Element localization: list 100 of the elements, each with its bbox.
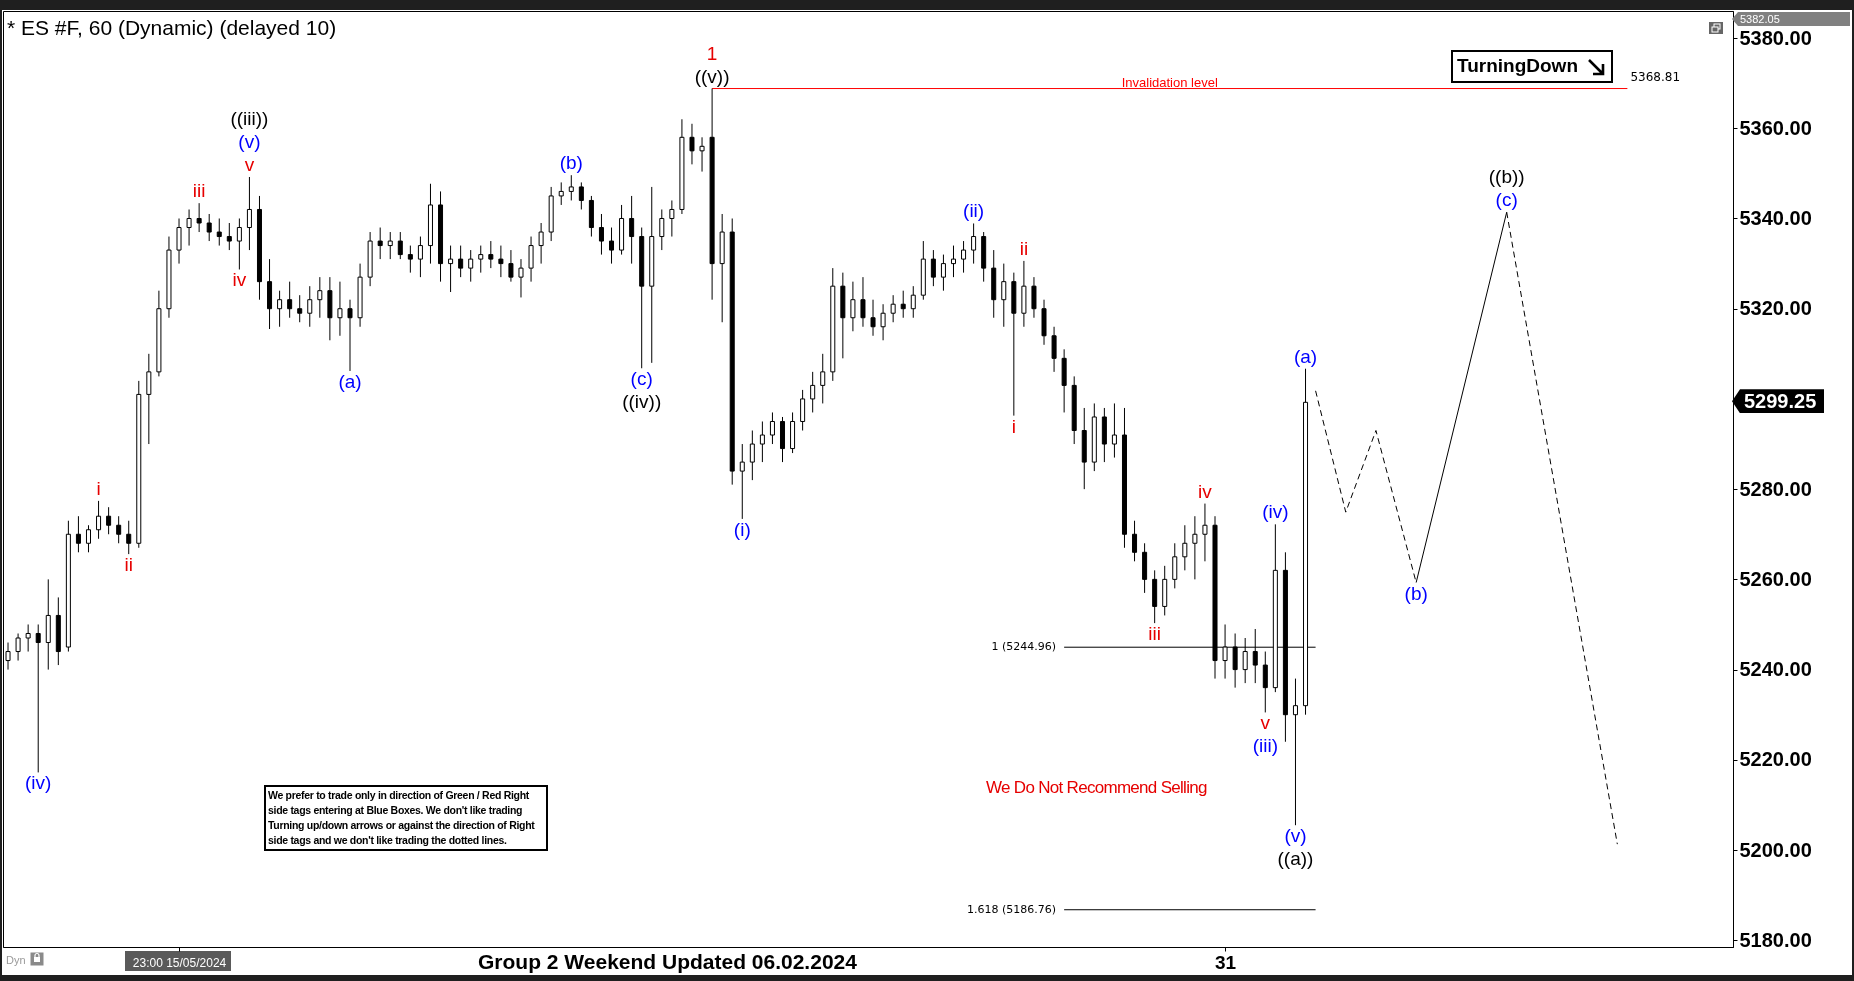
candlestick [478, 245, 484, 274]
candlestick [186, 208, 192, 247]
annotation: (v) [238, 131, 261, 152]
candlestick [448, 245, 454, 293]
candlestick [558, 181, 564, 206]
annotation: iii [192, 180, 206, 202]
candlestick [1192, 515, 1198, 580]
candlestick [971, 222, 977, 265]
candlestick [961, 240, 967, 274]
candlestick [659, 208, 665, 251]
candlestick [468, 249, 474, 283]
annotation: v [1260, 712, 1271, 734]
candlestick [820, 353, 826, 404]
candlestick [629, 195, 635, 265]
annotation: (v) [1284, 825, 1307, 847]
annotation: ((iii)) [230, 108, 269, 129]
data-label: 5368.81 [1630, 69, 1681, 84]
candlestick [25, 623, 31, 653]
annotation: We Do Not Recommend Selling [986, 778, 1207, 798]
chart-title: * ES #F, 60 (Dynamic) (delayed 10) [7, 16, 337, 40]
candlestick [1031, 276, 1037, 319]
candlestick [538, 222, 544, 265]
text: 5382.05 [1740, 12, 1780, 26]
candlestick [860, 276, 866, 328]
candlestick [1132, 520, 1138, 562]
candlestick [1202, 503, 1208, 562]
candlestick [609, 227, 615, 265]
y-tick-label: 5380.00 [1739, 26, 1812, 49]
x-tick-label: 23:00 15/05/2024 [132, 955, 227, 970]
candlestick [950, 245, 957, 278]
y-tick-label: 5220.00 [1739, 748, 1812, 771]
candlestick [75, 515, 81, 553]
y-tick-label: 5180.00 [1739, 928, 1812, 951]
annotation: (c) [1495, 189, 1518, 211]
candlestick [578, 181, 584, 210]
annotation: (iv) [1262, 501, 1289, 523]
candlestick [1111, 402, 1117, 459]
annotation: TurningDown [1457, 55, 1579, 77]
annotation: ii [124, 554, 133, 576]
candlestick [739, 443, 745, 520]
annotation: (c) [630, 368, 653, 390]
y-tick-label: 5260.00 [1739, 567, 1812, 590]
candlestick [307, 285, 313, 328]
candlestick [749, 430, 755, 481]
candlestick [417, 236, 423, 278]
candlestick [528, 236, 534, 283]
candlestick [196, 202, 202, 233]
candlestick [35, 623, 41, 773]
candlestick [96, 500, 102, 540]
annotation: ((a)) [1277, 848, 1314, 870]
candlestick [1292, 678, 1298, 826]
annotation: (b) [559, 152, 583, 174]
y-tick-label: 5240.00 [1739, 658, 1812, 681]
annotation: iv [1198, 480, 1213, 502]
annotation: iii [1148, 623, 1161, 645]
candlestick [226, 222, 232, 251]
candlestick [598, 213, 604, 256]
candlestick [206, 213, 212, 242]
candlestick [407, 245, 413, 274]
annotation: i [1011, 415, 1016, 437]
candlestick [1262, 651, 1268, 713]
series-label: 1 (5244.96) [991, 640, 1057, 654]
candlestick [1182, 524, 1188, 571]
candlestick [377, 227, 383, 260]
series-label: Invalidation level [1121, 74, 1218, 90]
y-tick-label: 5280.00 [1739, 477, 1812, 500]
annotation: (b) [1404, 582, 1428, 604]
x-tick-label: 31 [1214, 951, 1237, 973]
candlestick [246, 176, 252, 251]
candlestick [518, 258, 524, 298]
candlestick [85, 524, 92, 553]
annotation: ((b)) [1488, 166, 1525, 188]
text: 5299.25 [1732, 389, 1825, 414]
candlestick [146, 353, 152, 445]
annotation: iv [232, 269, 247, 291]
candlestick [116, 515, 122, 544]
annotation: (a) [1293, 345, 1318, 367]
candlestick [15, 633, 21, 662]
candlestick [297, 294, 303, 323]
candlestick [810, 371, 816, 413]
candlestick [930, 249, 936, 287]
candlestick [337, 281, 343, 337]
candlestick [126, 520, 132, 555]
annotation: ((iv)) [622, 391, 662, 413]
candlestick [900, 290, 906, 319]
candlestick [910, 285, 916, 319]
annotation: ((v)) [694, 65, 730, 87]
text: Dyn [6, 954, 26, 966]
candlestick [568, 174, 574, 201]
annotation: (iii) [1252, 735, 1278, 757]
candlestick [508, 249, 514, 283]
candlestick [176, 218, 182, 265]
text: Group 2 Weekend Updated 06.02.2024 [478, 950, 857, 974]
y-tick-label: 5340.00 [1739, 207, 1812, 229]
candlestick [1172, 542, 1178, 589]
series-label: 1.618 (5186.76) [967, 902, 1057, 916]
y-tick-label: 5360.00 [1739, 116, 1812, 139]
candlestick [689, 123, 695, 165]
candlestick [699, 136, 705, 173]
candlestick [870, 299, 876, 337]
